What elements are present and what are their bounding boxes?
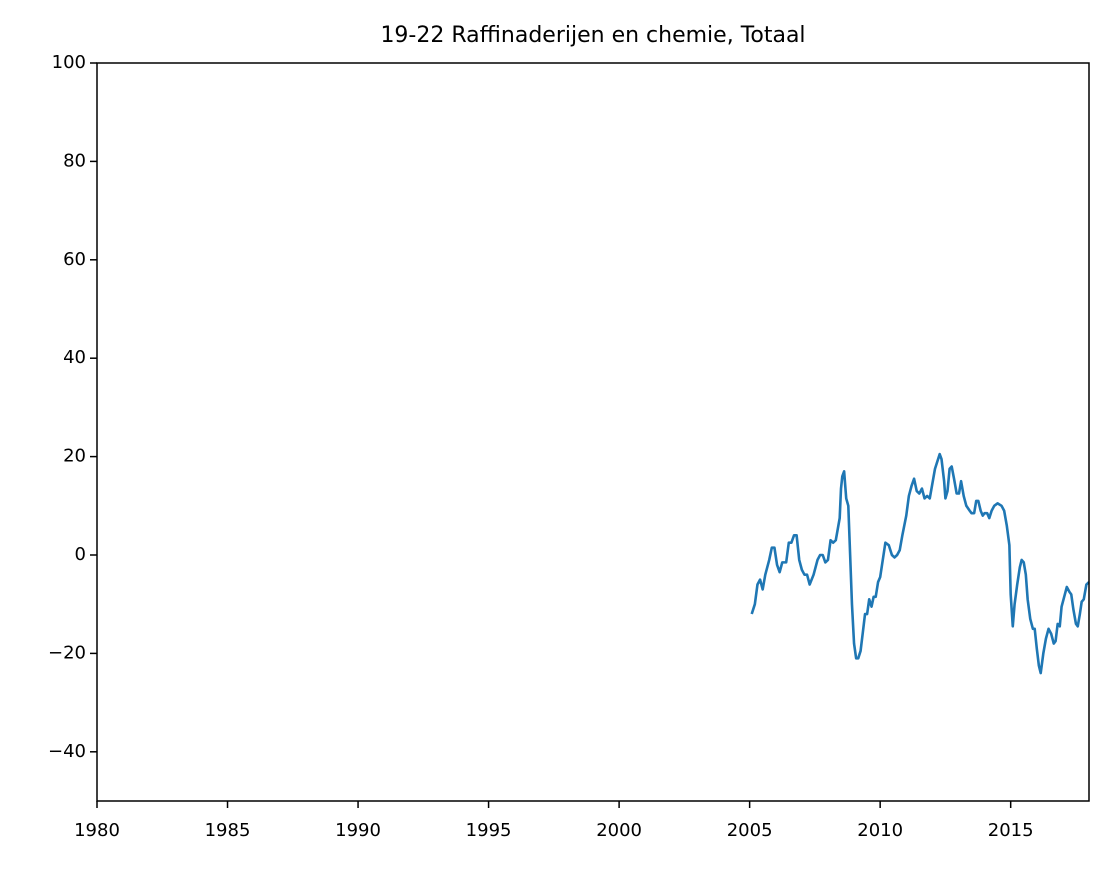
y-tick-label: 40 — [63, 347, 86, 368]
y-tick-label: 0 — [75, 544, 86, 565]
y-tick-label: 20 — [63, 446, 86, 467]
x-tick-label: 2015 — [988, 820, 1034, 841]
x-tick-label: 2010 — [857, 820, 903, 841]
y-tick-label: 60 — [63, 249, 86, 270]
x-tick-label: 2005 — [727, 820, 773, 841]
y-tick-label: −40 — [48, 741, 86, 762]
y-tick-label: −20 — [48, 642, 86, 663]
y-tick-label: 100 — [52, 52, 86, 73]
chart-title: 19-22 Raffinaderijen en chemie, Totaal — [380, 23, 805, 48]
y-tick-label: 80 — [63, 150, 86, 171]
x-tick-label: 2000 — [596, 820, 642, 841]
x-tick-label: 1980 — [74, 820, 120, 841]
x-tick-label: 1990 — [335, 820, 381, 841]
plot-frame — [96, 62, 1090, 802]
x-tick-label: 1985 — [205, 820, 251, 841]
x-tick-label: 1995 — [466, 820, 512, 841]
data-line — [750, 452, 1090, 675]
